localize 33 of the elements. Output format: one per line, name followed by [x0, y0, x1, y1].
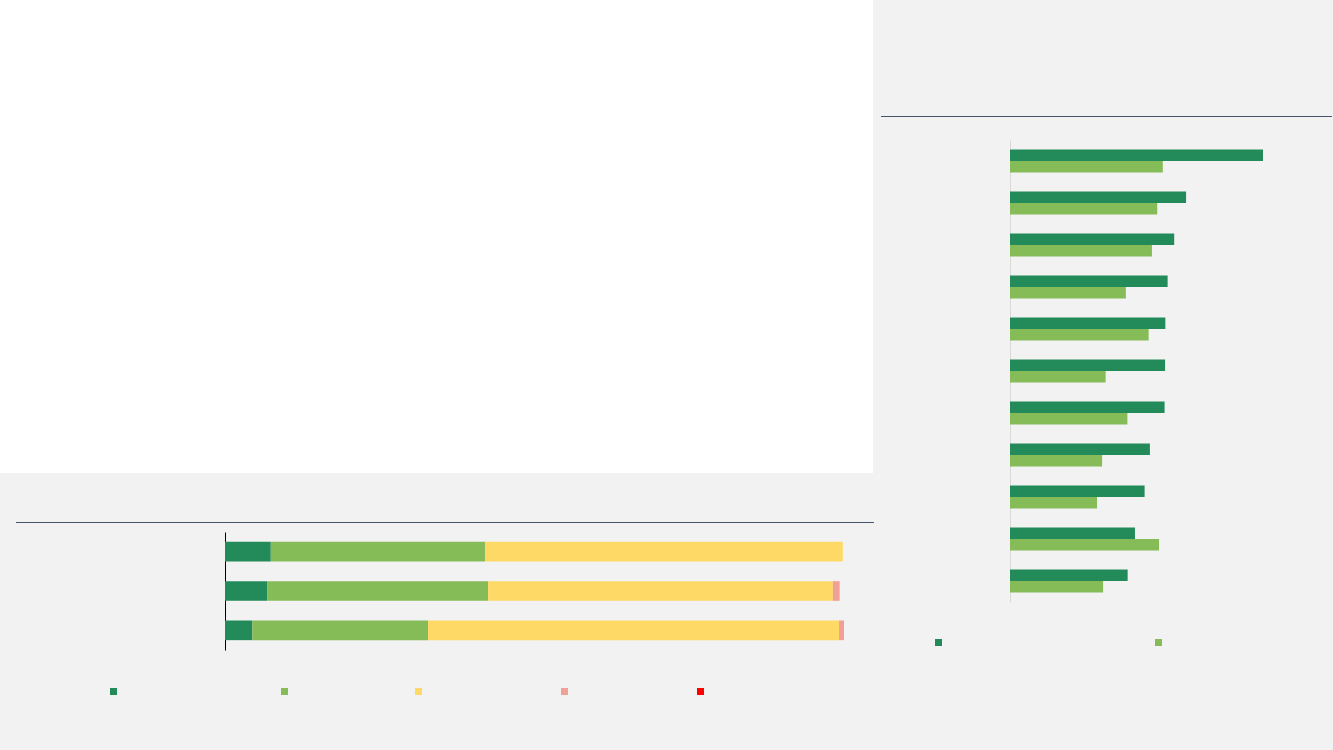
bar	[1010, 527, 1135, 539]
bar	[1010, 485, 1145, 497]
bar	[1010, 455, 1103, 467]
bar	[1010, 149, 1263, 161]
bar	[1010, 569, 1128, 581]
bar	[1010, 233, 1175, 245]
bar	[1010, 191, 1187, 203]
bar	[225, 581, 268, 601]
bar	[1010, 497, 1098, 509]
bar	[225, 620, 253, 641]
bar	[1010, 539, 1160, 551]
bar	[1010, 371, 1106, 383]
bar	[484, 541, 843, 562]
bar	[428, 620, 840, 641]
bar	[1010, 359, 1166, 371]
bar	[225, 541, 271, 562]
bar	[1010, 161, 1163, 173]
bar	[488, 581, 833, 601]
bar	[1010, 329, 1149, 341]
bar	[1010, 203, 1158, 215]
bar	[1010, 275, 1168, 287]
bar	[1010, 245, 1152, 257]
bar	[267, 581, 489, 601]
bar	[1010, 443, 1150, 455]
bar	[839, 620, 844, 641]
bar	[1010, 581, 1104, 593]
bar	[1010, 413, 1128, 425]
bar	[252, 620, 429, 641]
bar	[270, 541, 485, 562]
bar	[1010, 401, 1165, 413]
bar	[1010, 317, 1166, 329]
bar	[832, 581, 840, 601]
bar	[1010, 287, 1126, 299]
